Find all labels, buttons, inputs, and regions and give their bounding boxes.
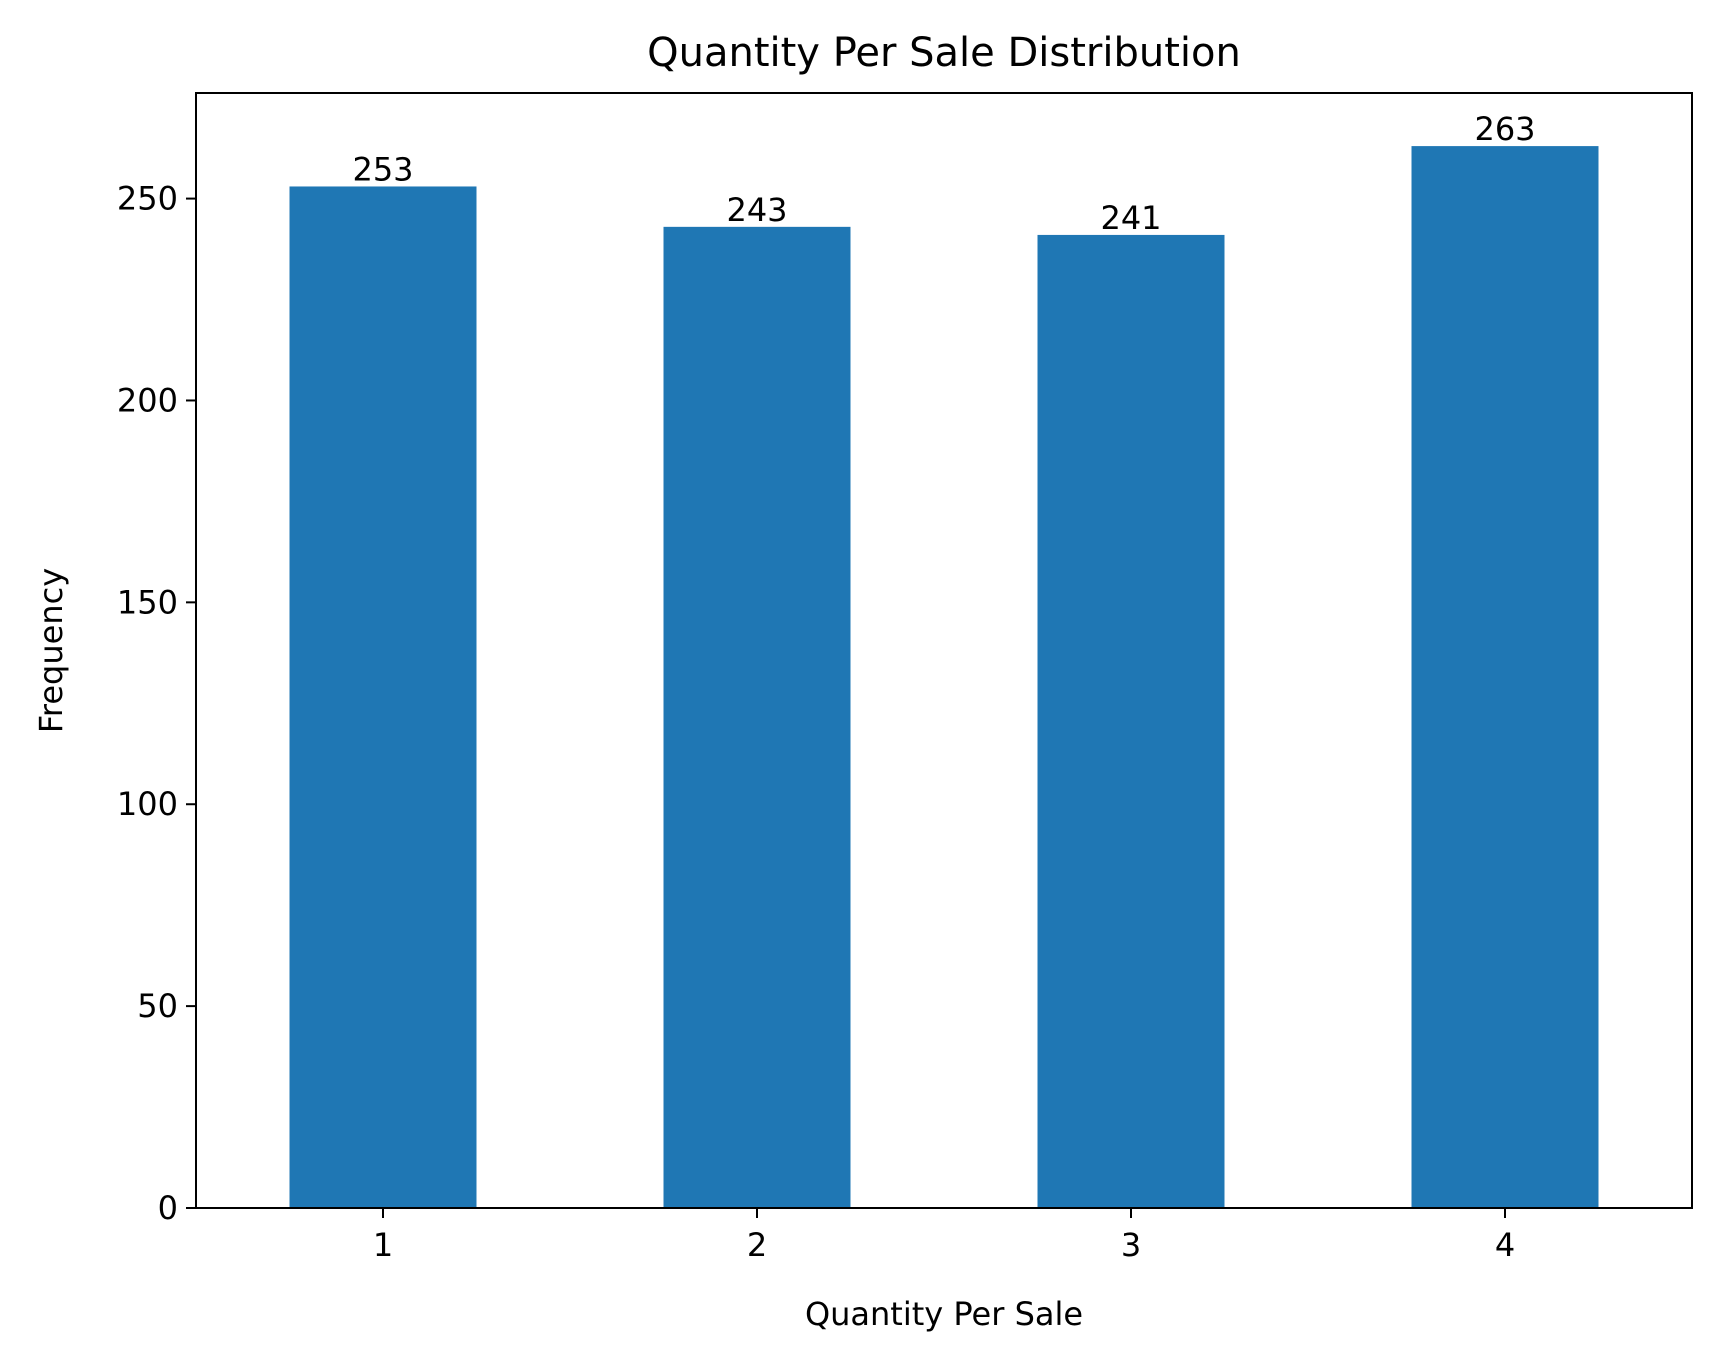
bar-value-label: 263	[1474, 110, 1535, 148]
bar-3	[1037, 234, 1225, 1208]
x-axis: 1 2 3 4	[373, 1208, 1515, 1264]
x-tick-label: 4	[1495, 1226, 1515, 1264]
x-axis-label: Quantity Per Sale	[805, 1295, 1083, 1333]
bar-4	[1411, 146, 1599, 1209]
chart-title: Quantity Per Sale Distribution	[647, 30, 1241, 76]
x-tick-label: 1	[373, 1226, 393, 1264]
plot-frame	[195, 92, 1693, 1209]
bar-value-label: 243	[726, 191, 787, 229]
x-tick-label: 2	[747, 1226, 767, 1264]
y-tick-label: 50	[137, 987, 178, 1025]
y-tick-label: 0	[158, 1189, 178, 1227]
x-tick-label: 3	[1121, 1226, 1141, 1264]
value-labels-layer: 253 243 241 263	[352, 110, 1535, 237]
y-tick-label: 200	[117, 381, 178, 419]
y-tick-label: 100	[117, 785, 178, 823]
bar-value-label: 253	[352, 150, 413, 188]
y-axis-label: Frequency	[32, 568, 70, 733]
bar-value-label: 241	[1100, 199, 1161, 237]
bar-1	[289, 186, 477, 1208]
y-axis: 0 50 100 150 200 250	[117, 180, 196, 1227]
y-tick-label: 150	[117, 583, 178, 621]
bar-2	[663, 226, 851, 1208]
bars-layer	[289, 146, 1599, 1209]
y-tick-label: 250	[117, 180, 178, 218]
